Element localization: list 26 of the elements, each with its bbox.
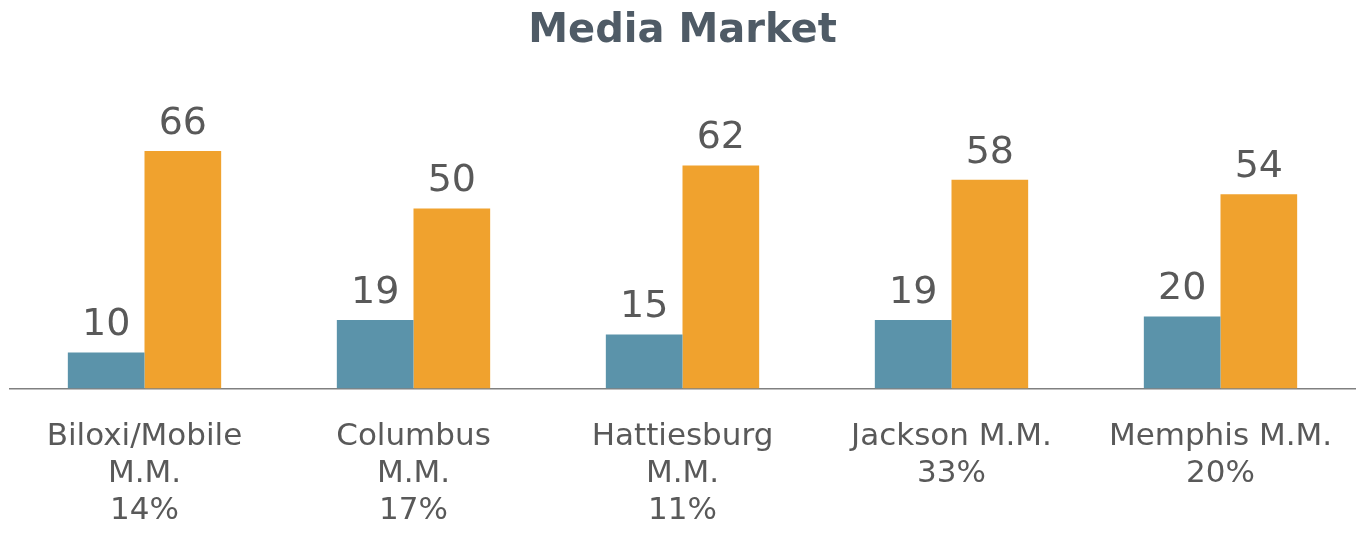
data-label: 50 [427,156,477,201]
data-label: 58 [965,127,1015,172]
x-tick-label: Hattiesburg M.M. 11% [591,416,774,527]
data-label: 15 [619,282,669,327]
x-tick-label: Memphis M.M. 20% [1108,416,1333,490]
x-tick-label: Jackson M.M. 33% [849,416,1052,490]
bar [336,320,414,389]
data-label: 19 [888,267,938,312]
bar [682,165,760,389]
bar [874,320,952,389]
bar [67,352,145,389]
x-tick-label: Columbus M.M. 17% [336,416,491,527]
data-label: 66 [158,98,208,143]
bar [605,334,683,389]
bar [1143,316,1221,389]
bar [951,179,1029,389]
x-tick-label: Biloxi/Mobile M.M. 14% [46,416,243,527]
chart-title: Media Market [528,5,837,52]
data-label: 62 [696,113,746,158]
data-label: 10 [81,300,131,345]
bar [144,151,222,389]
data-label: 19 [350,267,400,312]
bar [1220,194,1298,389]
data-label: 54 [1234,142,1284,187]
bar [413,208,491,389]
data-label: 20 [1157,264,1207,309]
